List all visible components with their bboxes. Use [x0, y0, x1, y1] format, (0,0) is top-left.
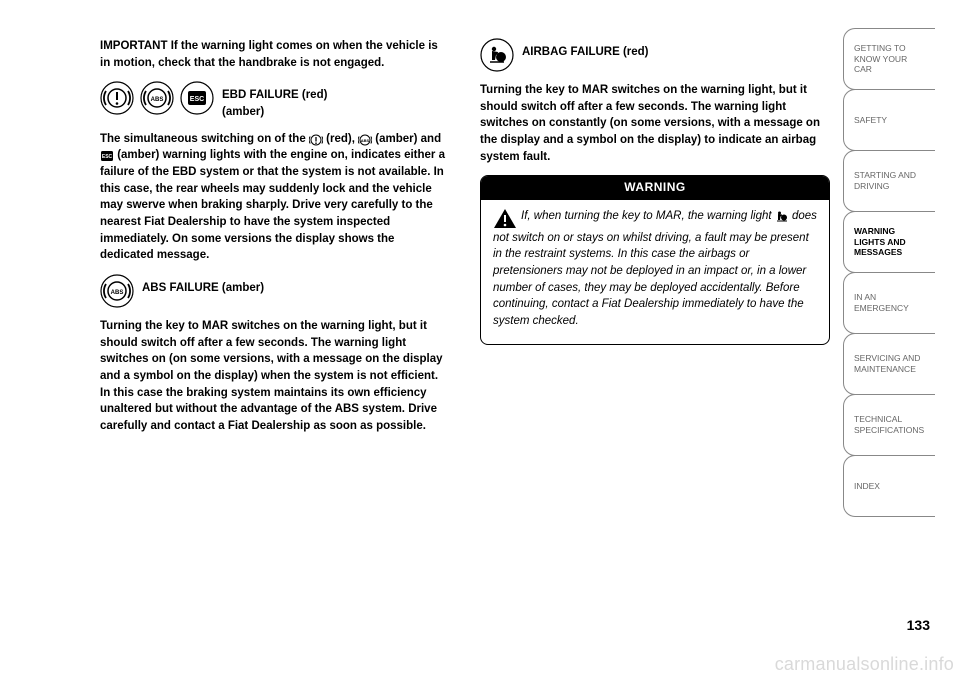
tab-technical[interactable]: TECHNICAL SPECIFICATIONS [843, 394, 935, 456]
ebd-body: The simultaneous switching on of the (re… [100, 131, 450, 264]
ebd-body-1: (red), [323, 133, 358, 145]
tab-emergency[interactable]: IN AN EMERGENCY [843, 272, 935, 334]
brake-warning-icon [100, 81, 134, 115]
tab-safety[interactable]: SAFETY [843, 89, 935, 151]
airbag-warning-icon [480, 38, 514, 72]
esc-warning-icon [180, 81, 214, 115]
left-column: IMPORTANT If the warning light comes on … [100, 38, 450, 445]
abs-heading-icon [100, 274, 134, 308]
ebd-body-3: (amber) warning lights with the engine o… [100, 149, 445, 261]
abs-body: Turning the key to MAR switches on the w… [100, 318, 450, 435]
section-tabs: GETTING TO KNOW YOUR CAR SAFETY STARTING… [843, 28, 935, 516]
warning-body: If, when turning the key to MAR, the war… [481, 200, 829, 344]
ebd-title-line2: (amber) [222, 106, 264, 118]
warning-triangle-icon [493, 208, 517, 230]
abs-title: ABS FAILURE (amber) [142, 274, 264, 297]
warning-body-1: does not switch on or stays on whilst dr… [493, 210, 817, 327]
airbag-body: Turning the key to MAR switches on the w… [480, 82, 830, 165]
esc-inline-icon [100, 148, 114, 162]
abs-heading-row: ABS FAILURE (amber) [100, 274, 450, 308]
airbag-heading-row: AIRBAG FAILURE (red) [480, 38, 830, 72]
manual-page: IMPORTANT If the warning light comes on … [0, 0, 960, 679]
warning-box: WARNING If, when turning the key to MAR,… [480, 175, 830, 344]
watermark: carmanualsonline.info [775, 654, 954, 675]
ebd-title-line1: EBD FAILURE (red) [222, 89, 327, 101]
warning-heading: WARNING [481, 176, 829, 199]
abs-inline-icon [358, 132, 372, 146]
warning-body-0: If, when turning the key to MAR, the war… [521, 210, 775, 222]
airbag-heading-icons [480, 38, 514, 72]
ebd-icons [100, 81, 214, 115]
tab-warning-lights[interactable]: WARNING LIGHTS AND MESSAGES [843, 211, 935, 273]
brake-inline-icon [309, 132, 323, 146]
tab-servicing[interactable]: SERVICING AND MAINTENANCE [843, 333, 935, 395]
tab-index[interactable]: INDEX [843, 455, 935, 517]
ebd-heading-row: EBD FAILURE (red) (amber) [100, 81, 450, 120]
ebd-body-0: The simultaneous switching on of the [100, 133, 309, 145]
airbag-title: AIRBAG FAILURE (red) [522, 38, 649, 61]
ebd-body-2: (amber) and [372, 133, 441, 145]
tab-getting-to-know[interactable]: GETTING TO KNOW YOUR CAR [843, 28, 935, 90]
right-column: AIRBAG FAILURE (red) Turning the key to … [480, 38, 830, 445]
important-note: IMPORTANT If the warning light comes on … [100, 38, 450, 71]
tab-starting-driving[interactable]: STARTING AND DRIVING [843, 150, 935, 212]
ebd-title: EBD FAILURE (red) (amber) [222, 81, 327, 120]
abs-heading-icons [100, 274, 134, 308]
page-number: 133 [907, 617, 930, 633]
airbag-inline-icon [775, 210, 789, 222]
content-columns: IMPORTANT If the warning light comes on … [100, 38, 960, 445]
abs-warning-icon [140, 81, 174, 115]
